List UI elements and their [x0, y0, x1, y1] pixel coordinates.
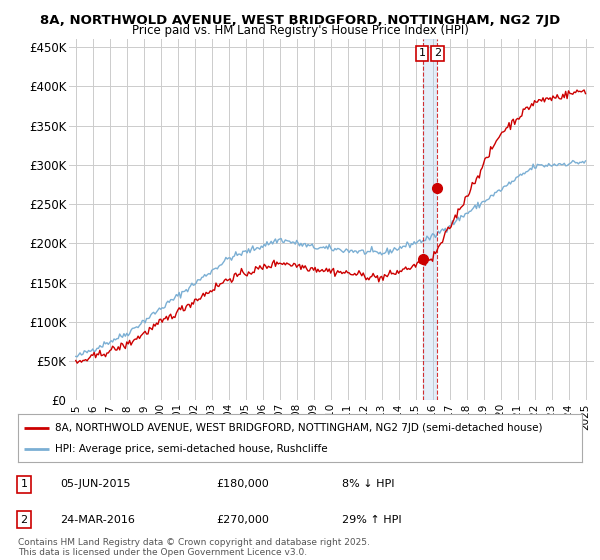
Text: 8% ↓ HPI: 8% ↓ HPI	[342, 479, 395, 489]
Text: £180,000: £180,000	[216, 479, 269, 489]
Text: HPI: Average price, semi-detached house, Rushcliffe: HPI: Average price, semi-detached house,…	[55, 444, 327, 454]
Text: 8A, NORTHWOLD AVENUE, WEST BRIDGFORD, NOTTINGHAM, NG2 7JD (semi-detached house): 8A, NORTHWOLD AVENUE, WEST BRIDGFORD, NO…	[55, 423, 542, 433]
Bar	[423, 39, 436, 400]
Text: 1: 1	[419, 48, 425, 58]
Text: 2: 2	[20, 515, 28, 525]
Text: 05-JUN-2015: 05-JUN-2015	[60, 479, 131, 489]
Text: Contains HM Land Registry data © Crown copyright and database right 2025.
This d: Contains HM Land Registry data © Crown c…	[18, 538, 370, 557]
Text: 2: 2	[434, 48, 441, 58]
Text: 24-MAR-2016: 24-MAR-2016	[60, 515, 135, 525]
Text: 29% ↑ HPI: 29% ↑ HPI	[342, 515, 401, 525]
Text: Price paid vs. HM Land Registry's House Price Index (HPI): Price paid vs. HM Land Registry's House …	[131, 24, 469, 37]
Text: 1: 1	[20, 479, 28, 489]
Text: £270,000: £270,000	[216, 515, 269, 525]
Text: 8A, NORTHWOLD AVENUE, WEST BRIDGFORD, NOTTINGHAM, NG2 7JD: 8A, NORTHWOLD AVENUE, WEST BRIDGFORD, NO…	[40, 14, 560, 27]
